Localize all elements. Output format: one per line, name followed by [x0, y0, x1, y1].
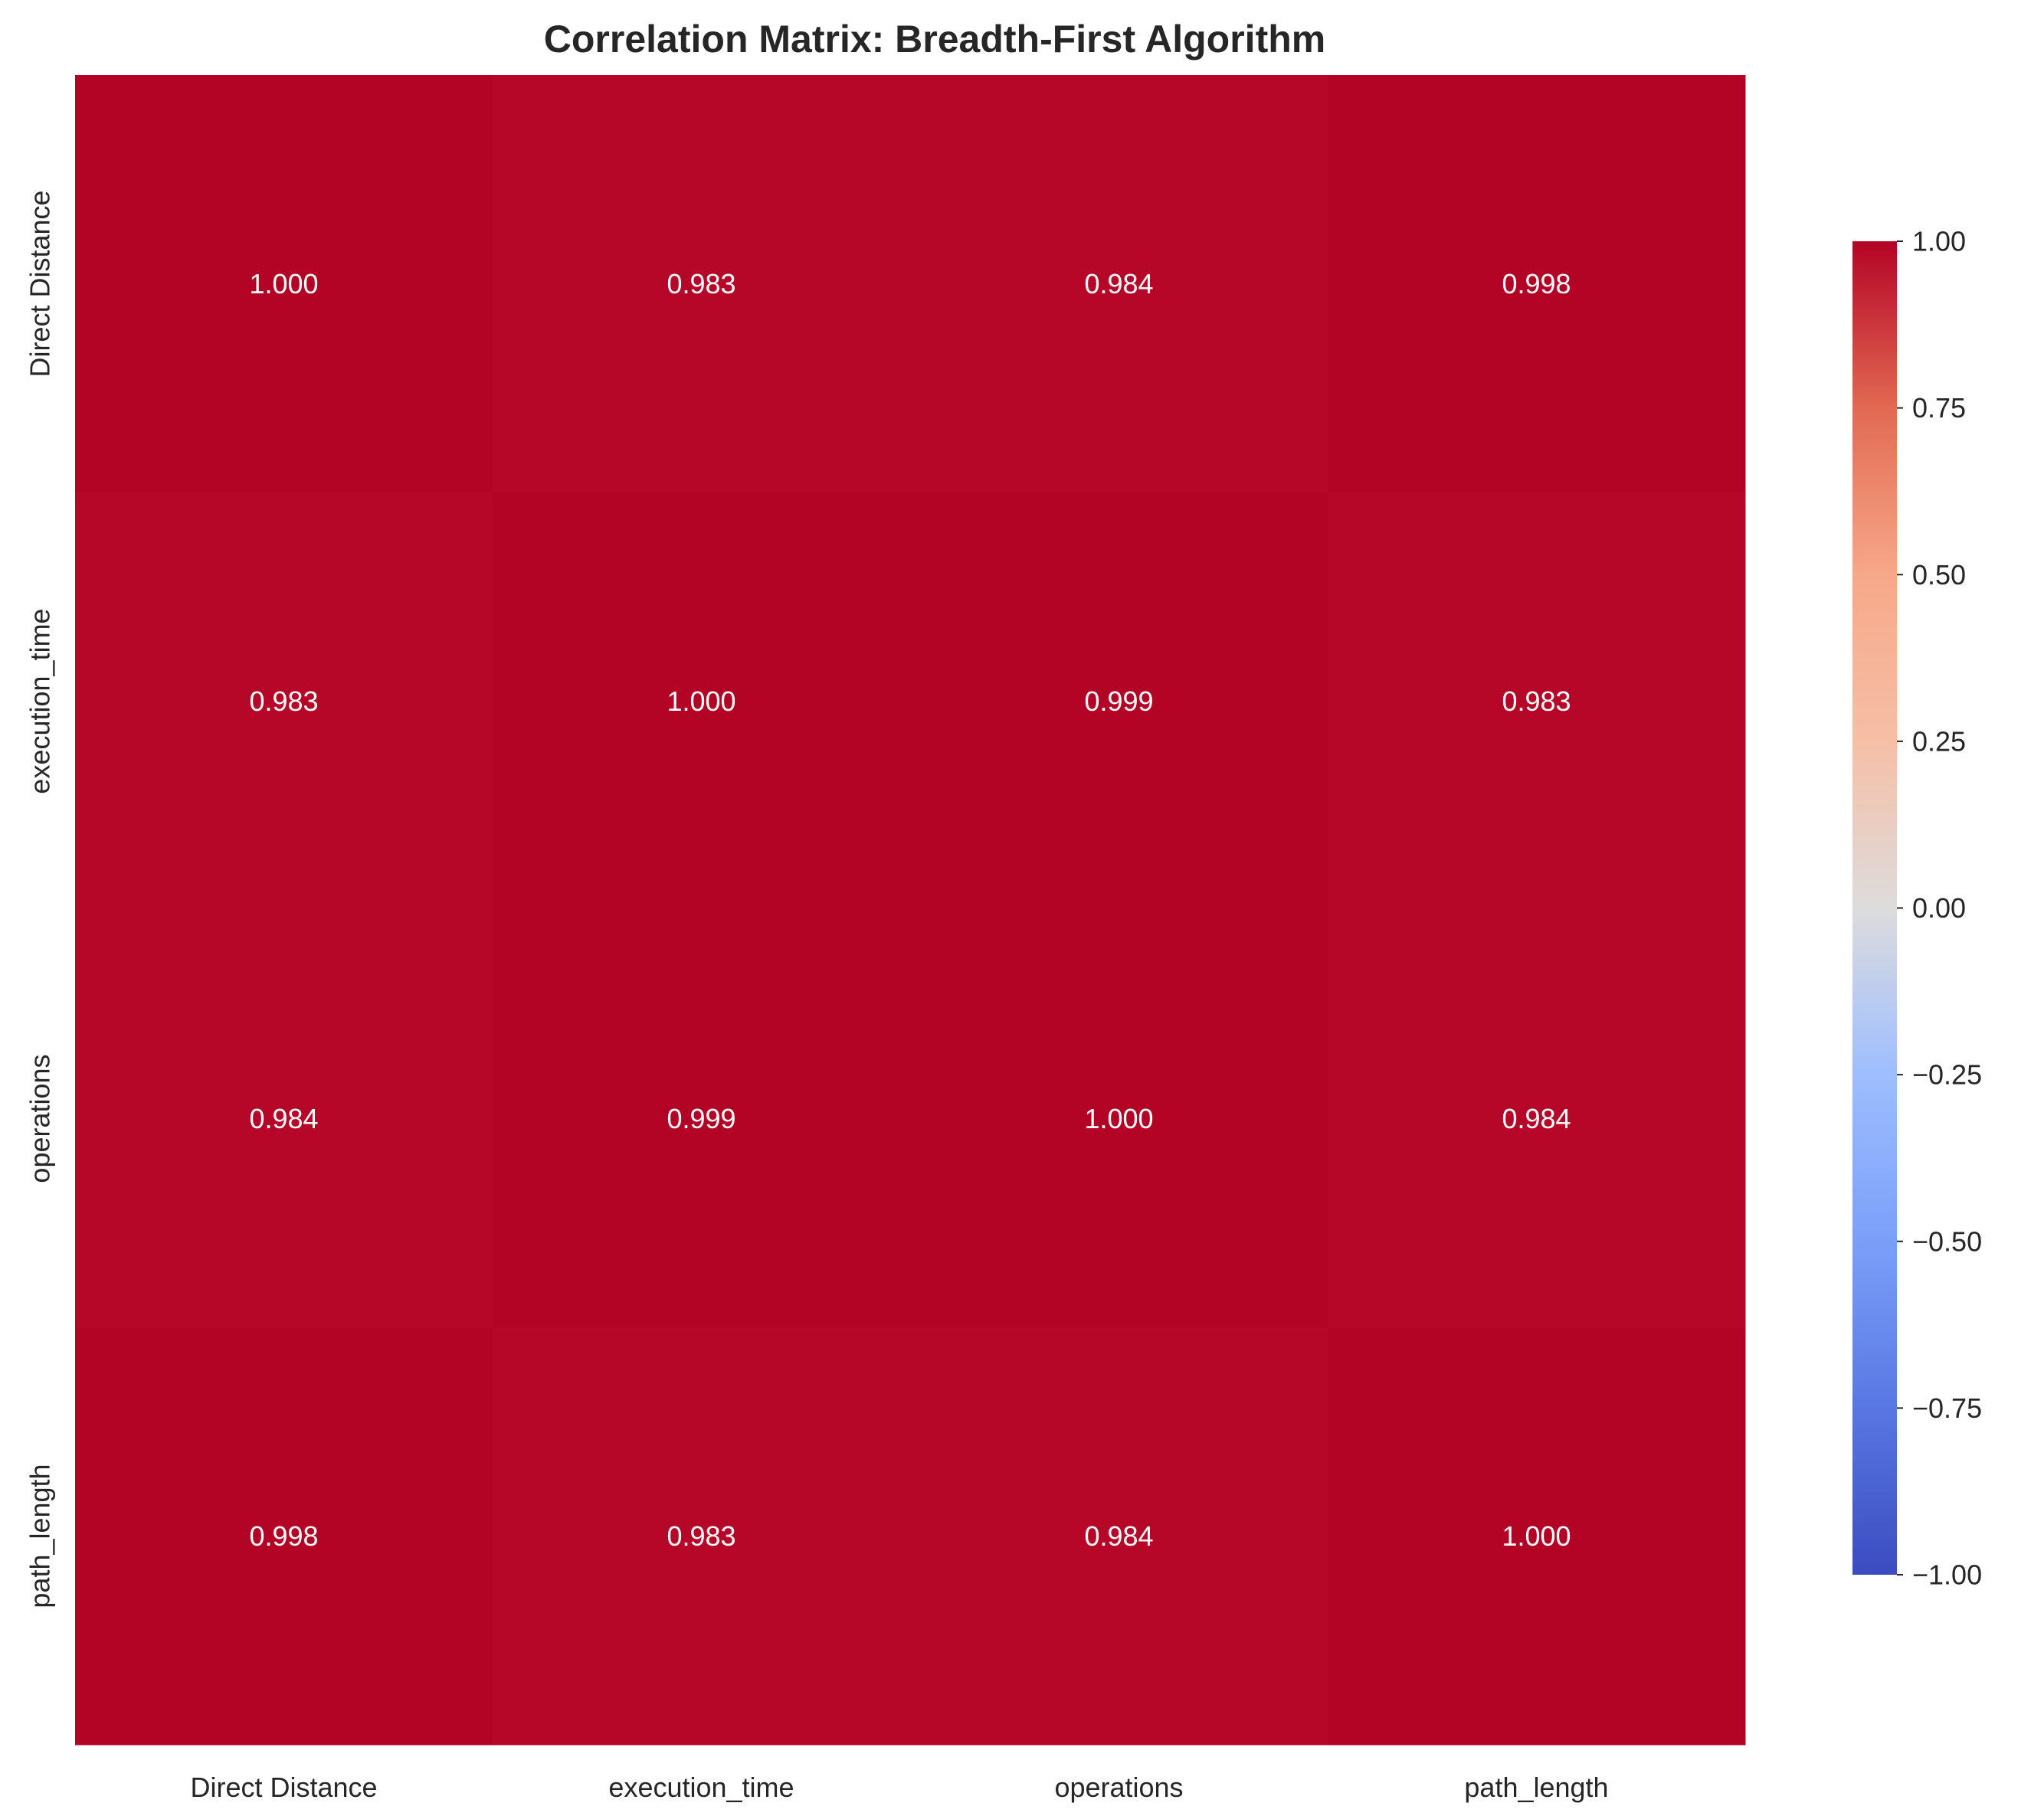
- heatmap-cell-value: 0.999: [667, 1103, 735, 1134]
- colorbar-tick-label: 0.25: [1912, 725, 1966, 757]
- heatmap-cell: [1328, 1327, 1746, 1746]
- heatmap-cell: [493, 75, 911, 493]
- heatmap-cell: [493, 1327, 911, 1746]
- chart-title: Correlation Matrix: Breadth-First Algori…: [544, 18, 1325, 61]
- heatmap-cell-value: 0.984: [1084, 268, 1153, 299]
- heatmap-cell: [493, 492, 911, 911]
- heatmap-cell-value: 0.984: [249, 1103, 318, 1134]
- x-axis-tick-labels: Direct Distance execution_time operations p…: [190, 1772, 1608, 1803]
- heatmap-cell-value: 0.983: [667, 1520, 735, 1552]
- heatmap-cell-value: 0.983: [249, 685, 318, 717]
- heatmap-cell: [75, 75, 493, 493]
- heatmap-cell-value: 0.998: [249, 1520, 318, 1552]
- heatmap-cell: [1328, 910, 1746, 1328]
- colorbar-tick-label: −0.25: [1912, 1059, 1982, 1091]
- colorbar-tick-label: −1.00: [1912, 1559, 1982, 1591]
- heatmap-cell-value: 0.999: [1084, 685, 1153, 717]
- y-tick-label: Direct Distance: [25, 190, 56, 377]
- heatmap-cell: [75, 910, 493, 1328]
- heatmap-cell-value: 1.000: [667, 685, 735, 717]
- colorbar: 1.00 0.75 0.50 0.25 0.00 −0.25 −0.50 −0.75 −1.00: [1852, 226, 1982, 1591]
- heatmap-cell-value: 0.983: [1502, 685, 1571, 717]
- y-tick-label: operations: [25, 1054, 56, 1183]
- colorbar-tick-label: 0.50: [1912, 559, 1966, 591]
- heatmap-cell-value: 1.000: [1502, 1520, 1571, 1552]
- heatmap-cell-value: 0.983: [667, 268, 735, 299]
- heatmap-cell-value: 1.000: [249, 268, 318, 299]
- y-tick-label: execution_time: [25, 608, 56, 793]
- y-tick-label: path_length: [25, 1464, 56, 1608]
- heatmap-cell: [910, 910, 1328, 1328]
- x-tick-label: execution_time: [608, 1772, 794, 1803]
- heatmap-cell: [1328, 75, 1746, 493]
- heatmap-cell: [75, 1327, 493, 1746]
- heatmap-grid: 1.000 0.983 0.984 0.998 0.983 1.000 0.999 0.983…: [75, 75, 1746, 1746]
- heatmap-cell: [910, 1327, 1328, 1746]
- heatmap-cell: [493, 910, 911, 1328]
- heatmap-cell-value: 0.998: [1502, 268, 1571, 299]
- heatmap-cell: [910, 75, 1328, 493]
- heatmap-cell: [910, 492, 1328, 911]
- x-tick-label: Direct Distance: [190, 1772, 377, 1803]
- colorbar-tick-label: 1.00: [1912, 226, 1966, 257]
- colorbar-tick-label: −0.75: [1912, 1392, 1982, 1424]
- heatmap-cell-value: 0.984: [1084, 1520, 1153, 1552]
- heatmap-cell: [1328, 492, 1746, 911]
- x-tick-label: path_length: [1464, 1772, 1608, 1803]
- heatmap-cell-value: 0.984: [1502, 1103, 1571, 1134]
- colorbar-tick-labels: 1.00 0.75 0.50 0.25 0.00 −0.25 −0.50 −0.75 −1.00: [1897, 226, 1982, 1591]
- y-axis-tick-labels: Direct Distance execution_time operations p…: [25, 190, 56, 1608]
- heatmap-cell-value: 1.000: [1084, 1103, 1153, 1134]
- colorbar-tick-label: 0.75: [1912, 392, 1966, 424]
- heatmap-cell: [75, 492, 493, 911]
- x-tick-label: operations: [1054, 1772, 1183, 1803]
- colorbar-gradient-bar: [1852, 241, 1897, 1575]
- colorbar-tick-label: 0.00: [1912, 892, 1966, 924]
- colorbar-tick-label: −0.50: [1912, 1225, 1982, 1257]
